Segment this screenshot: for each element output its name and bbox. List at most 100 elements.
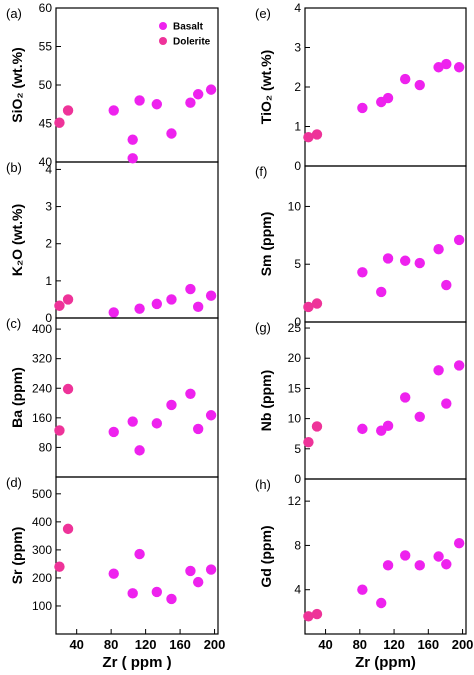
- data-point-basalt: [185, 283, 196, 295]
- y-tick-label: 400: [32, 322, 52, 336]
- data-point-basalt: [399, 255, 411, 266]
- y-tick-label: 4: [294, 1, 301, 15]
- data-point-basalt: [441, 398, 452, 409]
- y-tick-label: 4: [294, 583, 301, 597]
- x-tick-label: 80: [104, 637, 118, 652]
- x-tick-label: 200: [452, 637, 474, 652]
- y-tick-label: 1: [294, 120, 301, 134]
- data-point-basalt: [185, 565, 196, 577]
- y-tick-label: 400: [32, 515, 52, 529]
- y-axis-label: Sm (ppm): [258, 212, 274, 277]
- legend-label-basalt: Basalt: [173, 22, 204, 33]
- data-point-dolerite: [311, 298, 323, 309]
- data-point-basalt: [453, 360, 465, 371]
- y-tick-label: 60: [39, 1, 53, 15]
- y-tick-label: 25: [288, 321, 302, 335]
- data-point-basalt: [185, 97, 196, 108]
- plot-frame: [304, 478, 467, 635]
- data-point-basalt: [192, 301, 204, 313]
- data-point-basalt: [192, 423, 204, 435]
- data-point-basalt: [151, 418, 163, 429]
- y-tick-label: 0: [45, 311, 52, 325]
- data-point-basalt: [357, 267, 368, 278]
- data-point-dolerite: [303, 611, 314, 622]
- data-point-basalt: [433, 244, 444, 255]
- data-point-basalt: [357, 102, 368, 114]
- plot-frame: [55, 476, 219, 635]
- data-point-basalt: [151, 586, 163, 598]
- panel-f: (f) 0 5 10 Sm (ppm): [255, 164, 467, 329]
- data-point-basalt: [134, 95, 145, 106]
- x-axis-label: Zr (ppm): [355, 654, 416, 671]
- panel-label: (f): [255, 164, 267, 179]
- data-point-dolerite: [54, 300, 65, 311]
- y-axis-label: Nb (ppm): [258, 370, 274, 431]
- panel-label: (g): [255, 320, 271, 335]
- x-tick-label: 200: [204, 637, 226, 652]
- data-point-basalt: [433, 551, 444, 562]
- data-point-dolerite: [62, 105, 74, 116]
- data-point-dolerite: [303, 436, 314, 448]
- data-point-basalt: [108, 307, 119, 318]
- data-point-basalt: [185, 388, 196, 400]
- data-point-basalt: [127, 588, 138, 599]
- data-point-basalt: [151, 298, 163, 310]
- data-point-basalt: [441, 559, 452, 570]
- x-tick-label: 120: [383, 637, 405, 652]
- data-point-basalt: [376, 286, 387, 298]
- data-point-basalt: [134, 445, 145, 456]
- panel-label: (e): [255, 6, 271, 21]
- data-point-basalt: [166, 128, 177, 139]
- panel-label: (b): [6, 160, 22, 175]
- data-point-basalt: [151, 99, 163, 110]
- plot-frame: [304, 165, 467, 323]
- data-point-dolerite: [54, 425, 65, 436]
- data-point-dolerite: [54, 117, 65, 128]
- data-point-dolerite: [62, 294, 74, 305]
- data-point-basalt: [453, 62, 465, 73]
- data-point-basalt: [205, 564, 217, 575]
- data-point-basalt: [441, 58, 452, 70]
- data-point-basalt: [166, 593, 177, 605]
- panel-b: (b) 0 1 2 3 4 K₂O (wt.%): [6, 153, 219, 325]
- panel-h: (h) 4 8 12 40 80 120 160 200 Gd (ppm) Zr (ppm): [255, 477, 473, 671]
- data-point-dolerite: [311, 421, 323, 432]
- x-tick-label: 120: [135, 637, 157, 652]
- y-tick-label: 0: [294, 472, 301, 486]
- x-tick-label: 160: [169, 637, 191, 652]
- y-tick-label: 20: [288, 351, 302, 365]
- legend-label-dolerite: Dolerite: [173, 37, 211, 48]
- data-point-basalt: [127, 134, 138, 145]
- data-point-dolerite: [62, 523, 74, 535]
- data-point-basalt: [399, 73, 411, 85]
- y-tick-label: 10: [288, 199, 302, 213]
- y-tick-label: 200: [32, 571, 52, 585]
- plot-frame: [55, 161, 219, 319]
- x-tick-label: 160: [417, 637, 439, 652]
- data-point-basalt: [433, 365, 444, 376]
- data-point-basalt: [134, 548, 145, 560]
- y-tick-label: 160: [32, 411, 52, 425]
- data-point-dolerite: [311, 608, 323, 620]
- y-tick-label: 50: [39, 78, 53, 92]
- y-tick-label: 1: [45, 274, 52, 288]
- y-axis-label: K₂O (wt.%): [9, 204, 25, 276]
- y-axis-label: Gd (ppm): [258, 525, 274, 587]
- y-tick-label: 240: [32, 381, 52, 395]
- plot-frame: [304, 321, 467, 480]
- y-tick-label: 500: [32, 487, 52, 501]
- panel-label: (h): [255, 477, 271, 492]
- data-point-basalt: [192, 89, 204, 100]
- data-point-basalt: [205, 290, 217, 301]
- y-tick-label: 4: [45, 162, 52, 176]
- y-tick-label: 12: [288, 494, 302, 508]
- data-point-dolerite: [311, 129, 323, 140]
- data-point-basalt: [192, 576, 204, 588]
- y-tick-label: 2: [45, 237, 52, 251]
- data-point-basalt: [376, 597, 387, 609]
- panel-a: (a) 40 45 50 55 60 SiO₂ (wt.%): [6, 1, 219, 169]
- y-tick-label: 5: [294, 257, 301, 271]
- y-tick-label: 3: [45, 200, 52, 214]
- legend-marker-basalt: [159, 22, 167, 30]
